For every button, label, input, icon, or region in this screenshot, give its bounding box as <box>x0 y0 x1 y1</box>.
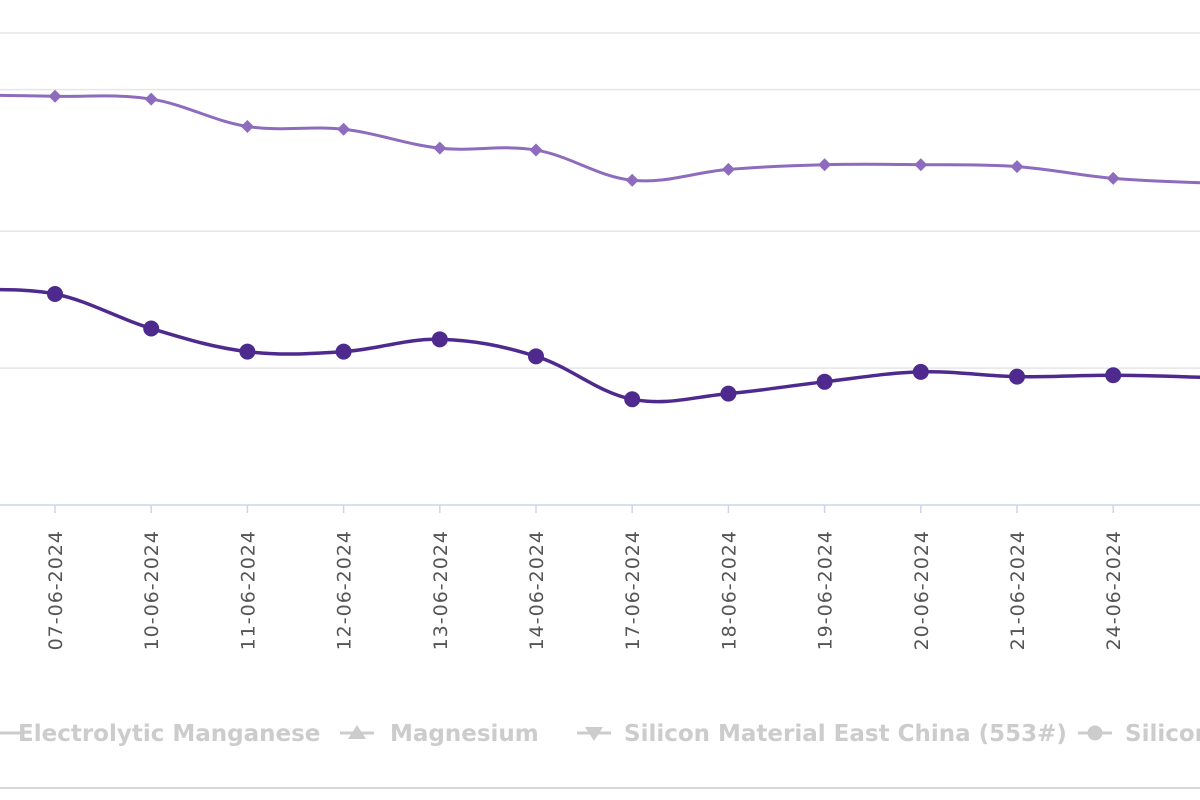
legend-item-2[interactable]: Magnesium <box>340 721 539 747</box>
x-tick-label: 13-06-2024 <box>430 530 452 650</box>
data-point-diamond[interactable] <box>625 173 639 187</box>
legend-label: Silicon Material East China (553#) <box>624 721 1067 747</box>
data-point-circle[interactable] <box>912 363 929 380</box>
data-point-circle[interactable] <box>335 343 352 360</box>
data-point-diamond[interactable] <box>721 162 735 176</box>
data-point-circle[interactable] <box>239 343 256 360</box>
series-line <box>0 287 1200 404</box>
data-point-diamond[interactable] <box>1106 171 1120 185</box>
series-1 <box>0 89 1200 187</box>
x-tick-label: 24-06-2024 <box>1103 530 1125 650</box>
x-tick-label: 18-06-2024 <box>718 530 740 650</box>
legend-circle-icon <box>1087 725 1103 741</box>
legend[interactable]: Electrolytic Manganese Magnesium Silicon M… <box>0 721 1200 789</box>
data-point-diamond[interactable] <box>240 119 254 133</box>
data-point-circle[interactable] <box>47 286 63 303</box>
series-2 <box>0 286 1200 408</box>
legend-label: Silicon <box>1125 721 1200 747</box>
data-point-circle[interactable] <box>528 348 544 365</box>
x-tick-label: 17-06-2024 <box>622 530 644 650</box>
data-point-circle[interactable] <box>1105 367 1122 384</box>
series-line <box>0 93 1200 185</box>
x-axis-labels: 07-06-2024 10-06-2024 11-06-2024 12-06-2024… <box>45 505 1125 650</box>
grid-lines <box>0 32 1200 506</box>
data-point-diamond[interactable] <box>433 141 447 155</box>
x-tick-label: 21-06-2024 <box>1007 530 1029 650</box>
data-point-diamond[interactable] <box>48 89 62 103</box>
legend-label: Magnesium <box>390 721 539 747</box>
legend-label: Electrolytic Manganese <box>18 721 320 747</box>
legend-item-4[interactable]: Silicon <box>1078 721 1200 747</box>
data-point-diamond[interactable] <box>1010 160 1024 174</box>
data-point-diamond[interactable] <box>818 158 832 172</box>
data-point-circle[interactable] <box>1009 368 1025 385</box>
data-point-circle[interactable] <box>624 391 641 408</box>
data-point-diamond[interactable] <box>337 122 351 136</box>
x-tick-label: 07-06-2024 <box>45 530 67 650</box>
x-tick-label: 14-06-2024 <box>526 530 548 650</box>
data-point-diamond[interactable] <box>144 92 158 106</box>
data-point-circle[interactable] <box>816 373 833 390</box>
x-tick-label: 11-06-2024 <box>237 530 259 650</box>
data-point-circle[interactable] <box>431 331 448 348</box>
legend-triangle-down-icon <box>585 727 603 741</box>
data-point-diamond[interactable] <box>914 158 928 172</box>
series-lines <box>0 89 1200 408</box>
legend-item-3[interactable]: Silicon Material East China (553#) <box>577 721 1067 747</box>
legend-triangle-up-icon <box>348 725 366 739</box>
data-point-circle[interactable] <box>143 320 160 337</box>
legend-item-1[interactable]: Electrolytic Manganese <box>0 721 320 747</box>
x-tick-label: 20-06-2024 <box>911 530 933 650</box>
data-point-circle[interactable] <box>720 385 737 402</box>
data-point-diamond[interactable] <box>529 143 543 157</box>
x-tick-label: 10-06-2024 <box>141 530 163 650</box>
x-tick-label: 19-06-2024 <box>815 530 837 650</box>
x-tick-label: 12-06-2024 <box>334 530 356 650</box>
